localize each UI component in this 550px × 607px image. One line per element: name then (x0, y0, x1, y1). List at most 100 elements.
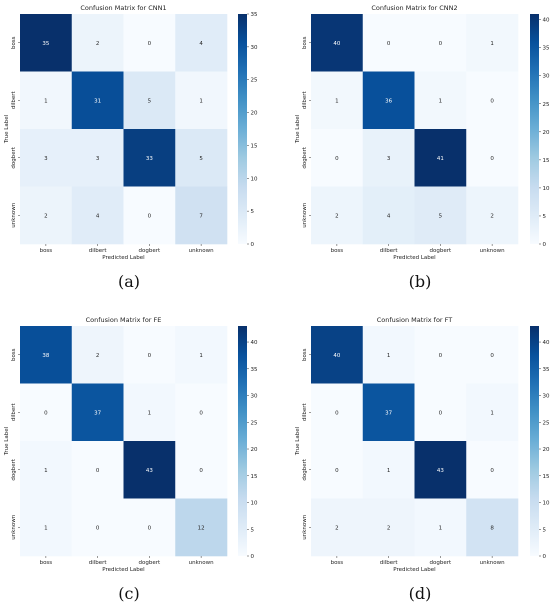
colorbar-tick-label: 10 (543, 186, 550, 192)
cell-value-label: 31 (94, 98, 101, 104)
cell-value-label: 2 (490, 213, 494, 219)
heatmap-cell (123, 186, 176, 245)
chart-title: Confusion Matrix for CNN2 (371, 4, 457, 12)
x-axis-label: Predicted Label (102, 255, 145, 261)
heatmap-cell (175, 383, 228, 442)
y-tick-label: dilbert (11, 402, 17, 421)
colorbar-tick-label: 25 (543, 102, 550, 108)
heatmap-cell (311, 441, 364, 499)
cell-value-label: 0 (439, 410, 443, 416)
cell-value-label: 0 (490, 156, 494, 162)
colorbar-tick-label: 15 (543, 474, 550, 480)
cell-value-label: 3 (96, 156, 100, 162)
cell-value-label: 5 (439, 213, 443, 219)
cell-value-label: 0 (148, 41, 152, 47)
colorbar-tick-label: 35 (251, 367, 258, 373)
x-tick-label: dilbert (89, 248, 108, 254)
heatmap-cell (311, 129, 364, 187)
colorbar-tick-label: 30 (251, 394, 258, 400)
panel-label-c: (c) (118, 584, 140, 603)
y-tick-label: unknown (11, 202, 17, 228)
cell-value-label: 1 (199, 98, 203, 104)
cell-value-label: 35 (42, 41, 49, 47)
heatmap-cell (414, 71, 467, 130)
heatmap-cell (362, 186, 415, 245)
cell-value-label: 0 (387, 41, 391, 47)
colorbar-tick-label: 5 (251, 209, 255, 215)
colorbar-tick-label: 0 (251, 242, 255, 248)
cell-value-label: 0 (335, 468, 339, 474)
cell-value-label: 5 (199, 156, 203, 162)
cell-value-label: 0 (335, 410, 339, 416)
heatmap-cell (414, 441, 467, 499)
cell-value-label: 37 (94, 410, 101, 416)
x-tick-label: dilbert (380, 560, 399, 566)
y-axis-label: True Label (4, 426, 10, 456)
cell-value-label: 0 (335, 156, 339, 162)
heatmap-cell (414, 383, 467, 442)
y-tick-label: dogbert (11, 146, 17, 168)
cell-value-label: 1 (44, 468, 48, 474)
heatmap-cell (123, 129, 176, 187)
y-axis-label: True Label (295, 114, 301, 144)
x-tick-label: dogbert (139, 248, 161, 254)
heatmap-cell (71, 326, 124, 384)
colorbar-tick-label: 20 (251, 447, 258, 453)
y-tick-label: dilbert (11, 90, 17, 109)
colorbar-tick-label: 25 (543, 420, 550, 426)
heatmap-cell (123, 326, 176, 384)
panel-label-d: (d) (408, 584, 432, 603)
heatmap-cell (123, 383, 176, 442)
cell-value-label: 1 (44, 98, 48, 104)
colorbar-tick-label: 15 (251, 474, 258, 480)
heatmap-cell (20, 383, 73, 442)
heatmap-cell (175, 441, 228, 499)
x-tick-label: boss (331, 560, 344, 566)
y-tick-label: boss (302, 36, 308, 49)
colorbar-tick-label: 5 (543, 527, 547, 533)
chart-title: Confusion Matrix for FE (86, 316, 162, 324)
y-tick-label: unknown (11, 514, 17, 540)
y-tick-label: unknown (302, 514, 308, 540)
x-tick-label: unknown (189, 248, 215, 254)
colorbar (238, 326, 247, 556)
chart-title: Confusion Matrix for CNN1 (80, 4, 166, 12)
cell-value-label: 0 (148, 353, 152, 359)
x-tick-label: boss (40, 560, 53, 566)
x-tick-label: dogbert (430, 248, 452, 254)
cell-value-label: 43 (437, 468, 444, 474)
heatmap-cell (71, 71, 124, 130)
cell-value-label: 33 (146, 156, 153, 162)
heatmap-cell (123, 71, 176, 130)
heatmap-cell (466, 326, 519, 384)
x-axis-label: Predicted Label (393, 255, 436, 261)
x-tick-label: boss (40, 248, 53, 254)
cell-value-label: 1 (439, 98, 443, 104)
heatmap-cell (20, 498, 73, 557)
cell-value-label: 2 (96, 41, 100, 47)
chart-title: Confusion Matrix for FT (377, 316, 453, 324)
cell-value-label: 38 (42, 353, 49, 359)
cell-value-label: 36 (385, 98, 392, 104)
x-tick-label: boss (331, 248, 344, 254)
cell-value-label: 0 (148, 213, 152, 219)
colorbar-tick-label: 35 (251, 12, 258, 18)
cell-value-label: 1 (490, 410, 494, 416)
heatmap-cell (175, 186, 228, 245)
cell-value-label: 0 (490, 98, 494, 104)
colorbar-tick-label: 25 (251, 420, 258, 426)
heatmap-cell (362, 14, 415, 72)
heatmap-cell (123, 14, 176, 72)
cell-value-label: 1 (335, 98, 339, 104)
colorbar-tick-label: 35 (543, 367, 550, 373)
cell-value-label: 0 (490, 353, 494, 359)
heatmap-cell (20, 186, 73, 245)
colorbar (238, 14, 247, 244)
heatmap-cell (71, 441, 124, 499)
heatmap-cell (71, 129, 124, 187)
heatmap-cell (20, 129, 73, 187)
cell-value-label: 2 (44, 213, 48, 219)
